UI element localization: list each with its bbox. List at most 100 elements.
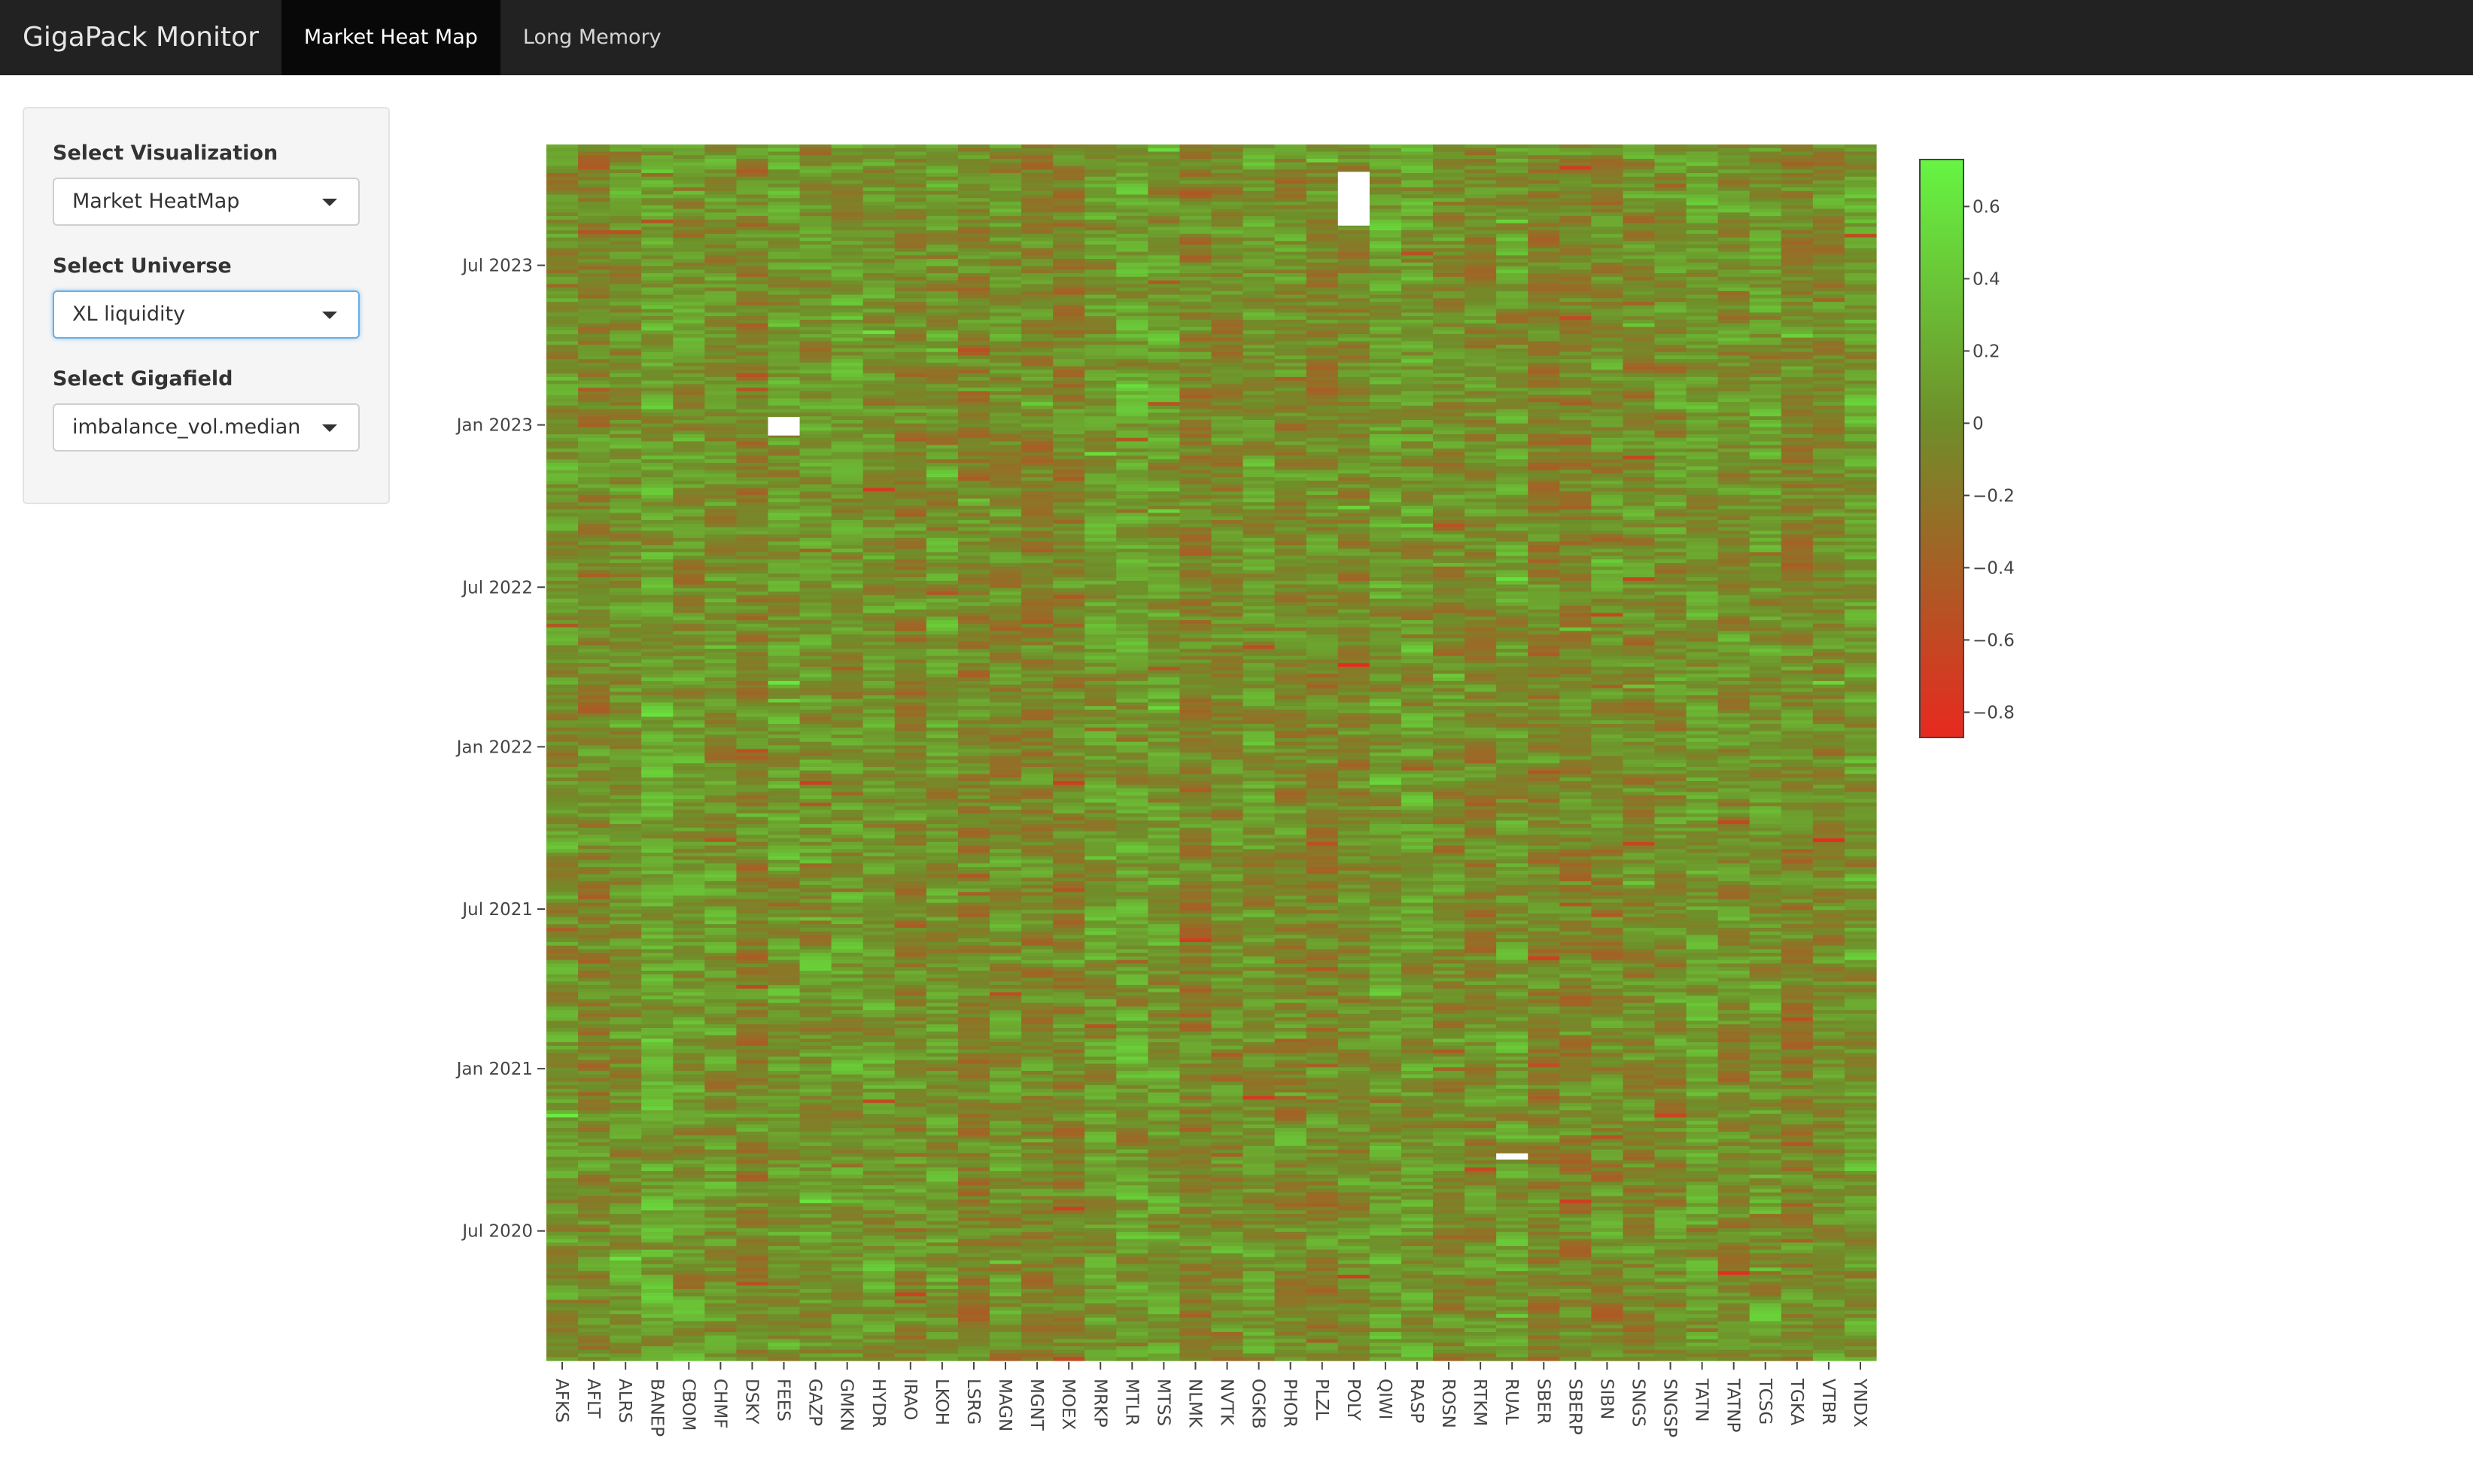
heatmap-cell xyxy=(894,774,927,778)
heatmap-cell xyxy=(957,831,990,835)
heatmap-cell xyxy=(799,835,832,839)
heatmap-cell xyxy=(610,1203,642,1208)
heatmap-cell xyxy=(673,1153,705,1157)
heatmap-column-fees xyxy=(768,144,801,1361)
heatmap-cell xyxy=(957,1031,990,1036)
heatmap-cell xyxy=(831,241,864,245)
heatmap-cell xyxy=(736,666,769,671)
heatmap-cell xyxy=(546,749,579,753)
heatmap-cell xyxy=(673,1067,705,1072)
heatmap-cell xyxy=(673,749,705,753)
heatmap-cell xyxy=(704,348,738,353)
heatmap-cell xyxy=(990,376,1022,382)
heatmap-cell xyxy=(799,627,832,631)
heatmap-cell xyxy=(831,1035,864,1039)
heatmap-cell xyxy=(546,698,579,704)
heatmap-cell xyxy=(926,227,959,231)
heatmap-cell xyxy=(894,284,927,288)
heatmap-cell xyxy=(546,899,579,904)
heatmap-cell xyxy=(704,552,738,557)
visualization-select[interactable]: Market HeatMap xyxy=(53,178,360,226)
gigafield-select[interactable]: imbalance_vol.median xyxy=(53,403,360,452)
heatmap-cell xyxy=(862,884,896,889)
heatmap-cell xyxy=(641,659,674,664)
heatmap-cell xyxy=(862,649,896,653)
heatmap-cell xyxy=(610,1343,642,1347)
heatmap-cell xyxy=(957,1328,990,1333)
heatmap-cell xyxy=(610,1020,642,1025)
heatmap-cell xyxy=(894,720,927,725)
heatmap-cell xyxy=(894,423,927,428)
heatmap-cell xyxy=(641,941,674,947)
heatmap-cell xyxy=(862,233,896,239)
heatmap-cell xyxy=(862,595,896,600)
heatmap-cell xyxy=(610,731,642,735)
heatmap-cell xyxy=(610,391,642,396)
heatmap-cell xyxy=(578,1200,610,1204)
heatmap-cell xyxy=(799,1214,832,1218)
heatmap-cell xyxy=(673,509,705,514)
heatmap-cell xyxy=(641,1260,674,1265)
heatmap-cell xyxy=(862,537,896,543)
heatmap-cell xyxy=(862,953,896,957)
heatmap-cell xyxy=(704,802,738,807)
tab-long-memory[interactable]: Long Memory xyxy=(522,26,662,49)
heatmap-cell xyxy=(831,1002,864,1008)
heatmap-cell xyxy=(957,245,990,249)
heatmap-cell xyxy=(673,777,705,782)
heatmap-cell xyxy=(926,588,959,592)
heatmap-cell xyxy=(610,466,642,471)
heatmap-cell xyxy=(578,731,610,735)
heatmap-cell xyxy=(673,337,705,342)
heatmap-cell xyxy=(736,1174,769,1179)
heatmap-cell xyxy=(831,1167,864,1172)
heatmap-cell xyxy=(957,588,990,592)
heatmap-cell xyxy=(862,245,896,249)
heatmap-cell xyxy=(641,1060,674,1065)
heatmap-cell xyxy=(990,284,1022,288)
heatmap-cell xyxy=(736,180,769,184)
heatmap-cell xyxy=(578,1314,610,1318)
heatmap-cell xyxy=(673,770,705,775)
heatmap-cell xyxy=(578,1324,610,1329)
heatmap-cell xyxy=(641,720,674,725)
heatmap-cell xyxy=(578,312,610,317)
heatmap-cell xyxy=(862,684,896,689)
heatmap-cell xyxy=(894,1171,927,1175)
app-brand[interactable]: GigaPack Monitor xyxy=(23,22,259,53)
universe-select[interactable]: XL liquidity xyxy=(53,290,360,339)
heatmap-cell xyxy=(957,233,990,239)
heatmap-cell xyxy=(736,345,769,349)
heatmap-cell xyxy=(799,1002,832,1008)
heatmap-cell xyxy=(957,1142,990,1147)
heatmap-cell xyxy=(704,208,738,213)
heatmap-cell xyxy=(578,716,610,721)
heatmap-cell xyxy=(926,280,959,284)
heatmap-cell xyxy=(736,1282,769,1286)
heatmap-cell xyxy=(546,1242,579,1247)
heatmap-cell xyxy=(831,376,864,382)
heatmap-cell xyxy=(768,494,801,500)
heatmap-cell xyxy=(610,1013,642,1018)
heatmap-cell xyxy=(894,398,927,403)
heatmap-cell xyxy=(831,1271,864,1276)
heatmap-cell xyxy=(546,580,579,585)
heatmap-cell xyxy=(641,663,674,667)
heatmap-cell xyxy=(768,892,801,896)
heatmap-cell xyxy=(610,341,642,345)
heatmap-cell xyxy=(546,1343,579,1347)
heatmap-cell xyxy=(831,1324,864,1329)
heatmap-cell xyxy=(831,216,864,220)
heatmap-cell xyxy=(673,287,705,292)
heatmap-cell xyxy=(641,173,674,178)
heatmap-cell xyxy=(990,219,1022,224)
heatmap-cell xyxy=(641,974,674,979)
heatmap-cell xyxy=(799,1096,832,1100)
heatmap-cell xyxy=(546,938,579,943)
heatmap-cell xyxy=(957,606,990,610)
heatmap-cell xyxy=(610,892,642,896)
heatmap-cell xyxy=(799,859,832,864)
tab-market-heat-map[interactable]: Market Heat Map xyxy=(281,0,500,75)
heatmap-cell xyxy=(704,1110,738,1115)
